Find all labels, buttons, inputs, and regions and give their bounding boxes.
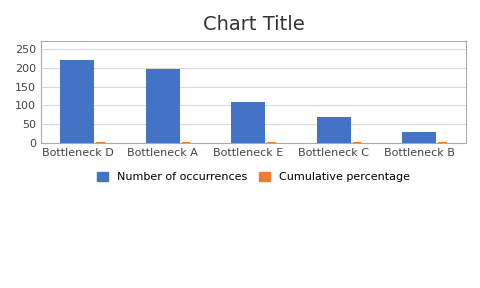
Title: Chart Title: Chart Title — [202, 15, 304, 34]
Bar — [266, 142, 275, 143]
Bar — [96, 142, 105, 143]
Bar — [352, 142, 360, 143]
Bar — [231, 103, 265, 143]
Bar — [316, 117, 350, 143]
Bar — [401, 132, 435, 143]
Bar — [437, 142, 446, 143]
Bar — [181, 142, 190, 143]
Bar — [145, 69, 180, 143]
Bar — [60, 60, 94, 143]
Legend: Number of occurrences, Cumulative percentage: Number of occurrences, Cumulative percen… — [93, 168, 413, 187]
